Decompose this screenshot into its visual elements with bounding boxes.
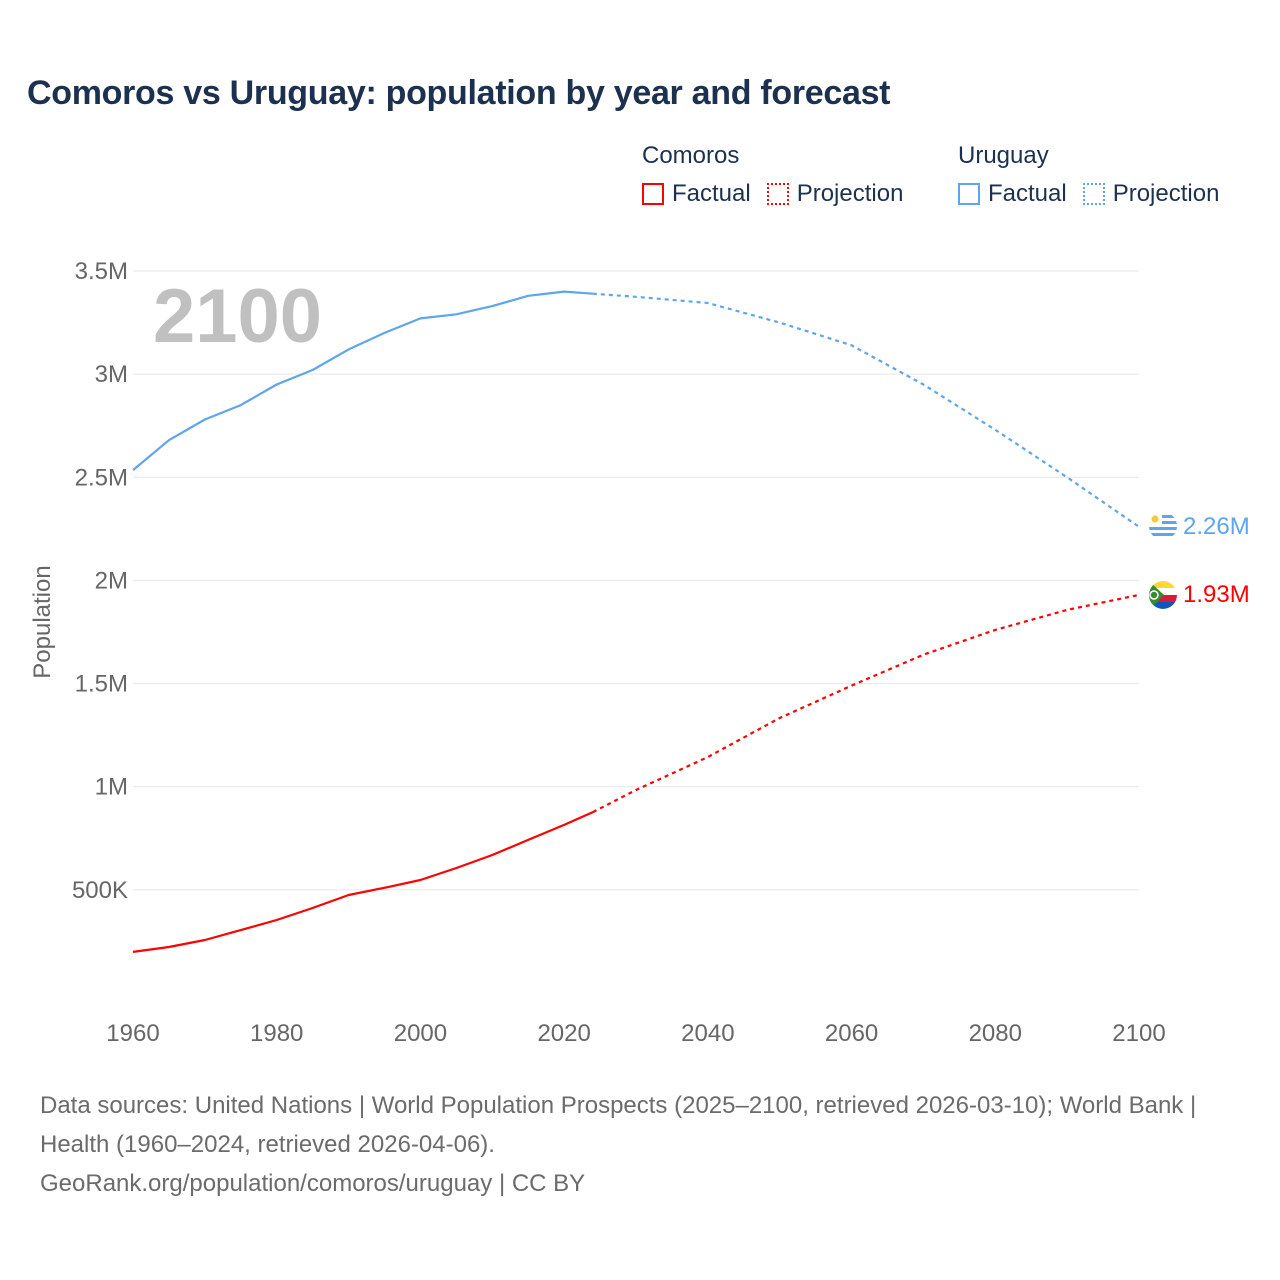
chart-plot: 500K 1M 1.5M 2M 2.5M 3M 3.5M 1960 1980 2000 2020 20… xyxy=(29,258,1250,1047)
y-tick-label: 3M xyxy=(95,361,128,388)
y-tick-label: 500K xyxy=(72,877,128,904)
comoros-factual-line xyxy=(132,811,594,953)
y-tick-label: 2M xyxy=(95,567,128,594)
x-tick-label: 2020 xyxy=(537,1020,590,1047)
legend-uruguay: Uruguay Factual Projection xyxy=(958,142,1235,208)
year-watermark: 2100 xyxy=(153,274,322,359)
x-tick-label: 1960 xyxy=(106,1020,159,1047)
comoros-flag-icon xyxy=(1149,581,1177,609)
x-tick-label: 2080 xyxy=(969,1020,1022,1047)
legend-comoros: Comoros Factual Projection xyxy=(642,142,919,208)
comoros-end-label: 1.93M xyxy=(1183,581,1250,608)
legend-uruguay-factual[interactable]: Factual xyxy=(958,180,1067,208)
x-tick-label: 1980 xyxy=(250,1020,303,1047)
x-tick-label: 2040 xyxy=(681,1020,734,1047)
data-sources: Data sources: United Nations | World Pop… xyxy=(40,1092,1197,1158)
y-tick-label: 1M xyxy=(95,774,128,801)
legend-label: Factual xyxy=(672,180,751,207)
y-tick-label: 1.5M xyxy=(75,671,128,698)
legend-swatch xyxy=(642,183,664,205)
uruguay-end-label: 2.26M xyxy=(1183,513,1250,540)
comoros-projection-line xyxy=(592,593,1140,814)
x-tick-label: 2060 xyxy=(825,1020,878,1047)
x-tick-label: 2000 xyxy=(394,1020,447,1047)
legend-swatch xyxy=(958,183,980,205)
y-tick-label: 3.5M xyxy=(75,258,128,285)
legend-comoros-factual[interactable]: Factual xyxy=(642,180,751,208)
legend-swatch xyxy=(766,183,789,205)
legend-comoros-projection[interactable]: Projection xyxy=(766,180,904,208)
legend-swatch xyxy=(1082,183,1105,205)
footer: Data sources: United Nations | World Pop… xyxy=(40,1086,1240,1203)
legend-label: Projection xyxy=(1112,180,1220,207)
legend-label: Factual xyxy=(988,180,1067,207)
uruguay-projection-line xyxy=(592,292,1140,528)
y-axis-label: Population xyxy=(29,565,56,678)
legend-group-title: Comoros xyxy=(642,142,740,169)
x-tick-label: 2100 xyxy=(1112,1020,1165,1047)
chart-title: Comoros vs Uruguay: population by year a… xyxy=(27,74,891,112)
uruguay-flag-icon xyxy=(1149,512,1177,540)
uruguay-factual-line xyxy=(132,290,593,471)
legend-uruguay-projection[interactable]: Projection xyxy=(1082,180,1220,208)
legend-group-title: Uruguay xyxy=(958,142,1049,169)
y-tick-label: 2.5M xyxy=(75,464,128,491)
source-link[interactable]: GeoRank.org/population/comoros/uruguay |… xyxy=(40,1170,586,1197)
legend-label: Projection xyxy=(796,180,904,207)
